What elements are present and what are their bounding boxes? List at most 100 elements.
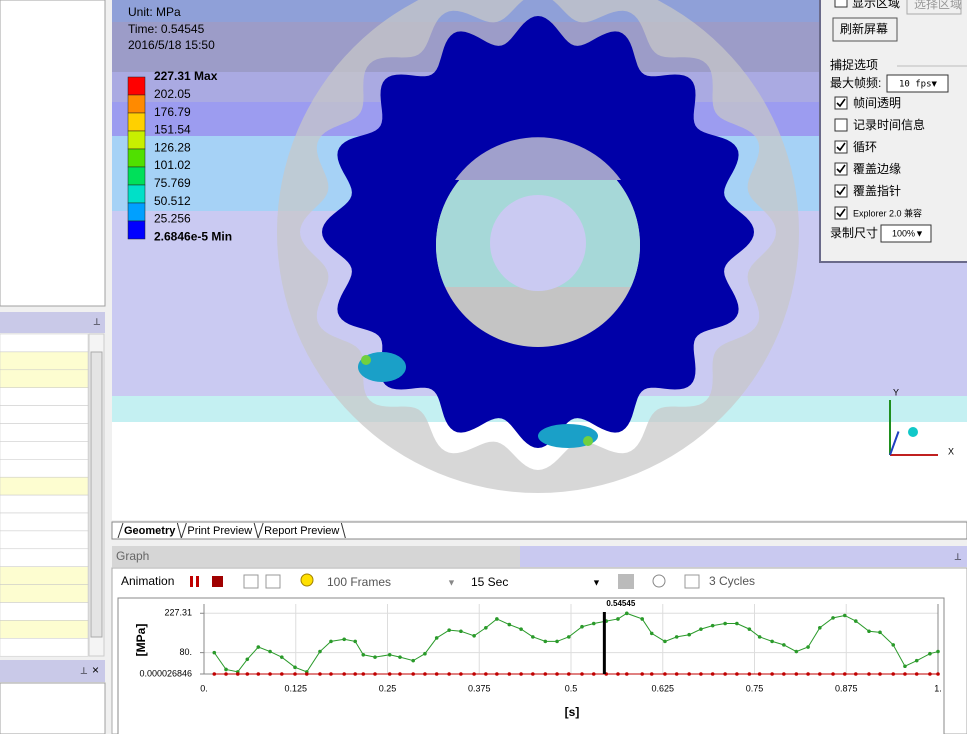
data-point — [342, 637, 346, 642]
option-label[interactable]: Explorer 2.0 兼容 — [853, 207, 922, 218]
data-point — [842, 672, 847, 676]
tab[interactable]: Geometry — [124, 525, 176, 537]
hub-top — [455, 137, 621, 180]
legend-label: 126.28 — [154, 140, 191, 154]
duration[interactable]: 15 Sec — [471, 575, 508, 589]
size-value[interactable]: 100%▼ — [892, 228, 924, 238]
data-point — [318, 672, 322, 676]
tab-bar — [111, 521, 967, 540]
data-point — [212, 650, 217, 655]
data-point — [235, 672, 240, 676]
pause[interactable] — [190, 576, 193, 587]
series-line — [213, 612, 939, 673]
data-point — [280, 655, 284, 659]
checkbox[interactable] — [834, 118, 848, 132]
dropdown-arrow[interactable]: ▼ — [592, 577, 601, 587]
icon[interactable] — [684, 574, 700, 589]
viewport: Y X Unit: MPa Time: 0.54545 2016/5/18 15… — [112, 0, 967, 520]
data-point — [903, 664, 907, 669]
data-point — [928, 651, 932, 656]
dropdown[interactable] — [886, 74, 949, 93]
icon[interactable] — [243, 574, 259, 589]
bulb[interactable] — [300, 573, 314, 587]
data-point — [580, 624, 584, 629]
legend-swatch — [127, 166, 146, 186]
show-area[interactable]: 显示区域 — [852, 0, 900, 10]
button[interactable] — [906, 0, 962, 15]
data-point — [867, 672, 871, 676]
data-point — [411, 658, 415, 663]
legend-label: 2.6846e-5 Min — [154, 229, 232, 243]
icon[interactable] — [618, 574, 634, 589]
pause[interactable] — [196, 576, 199, 587]
fps-value[interactable]: 10 fps▼ — [899, 80, 938, 90]
grid-row — [0, 441, 89, 460]
data-point — [674, 672, 679, 676]
y-tick-label: 0.000026846 — [139, 668, 192, 678]
stop[interactable] — [212, 576, 223, 587]
option-label[interactable]: 覆盖指针 — [853, 183, 901, 198]
data-point — [531, 672, 535, 676]
select-area[interactable]: 选择区域 — [914, 0, 962, 11]
legend-label: 176.79 — [154, 105, 191, 119]
x-axis-label: [s] — [565, 705, 580, 719]
pin-icon[interactable]: ⊥ — [954, 551, 962, 561]
button[interactable] — [832, 17, 898, 42]
data-point — [640, 672, 644, 676]
option-label[interactable]: 循环 — [853, 140, 877, 154]
data-point — [842, 613, 847, 618]
checkbox[interactable] — [834, 206, 848, 220]
pin-icon[interactable]: ⊥ — [93, 316, 101, 326]
grid-row — [0, 512, 89, 532]
option-label[interactable]: 覆盖边缘 — [853, 162, 901, 176]
grid-row — [0, 548, 89, 567]
chart: 227.31 80. 0.000026846 0. 0.125 0.25 0.375 0.5 0… — [134, 599, 942, 719]
checkbox[interactable] — [834, 162, 848, 176]
option-label[interactable]: 帧间透明 — [853, 96, 901, 110]
scroll-thumb[interactable] — [90, 351, 103, 638]
data-point — [318, 649, 322, 654]
grid-row — [0, 638, 89, 657]
cycles[interactable]: 3 Cycles — [709, 574, 755, 588]
data-point — [256, 645, 261, 649]
refresh[interactable]: 刷新屏幕 — [840, 21, 888, 36]
data-point — [580, 672, 584, 676]
checkbox[interactable] — [834, 140, 848, 154]
icon[interactable] — [652, 574, 666, 588]
icon[interactable] — [265, 574, 281, 589]
svg-text:X: X — [948, 446, 954, 456]
legend-label: 101.02 — [154, 158, 191, 172]
checkbox[interactable] — [834, 0, 848, 8]
data-point — [555, 639, 559, 644]
option-label[interactable]: 记录时间信息 — [853, 117, 925, 132]
fps-label: 最大帧频: — [830, 76, 881, 90]
data-point — [423, 672, 427, 676]
lower-panel — [0, 682, 106, 734]
frames[interactable]: 100 Frames — [327, 575, 391, 589]
time: Time: 0.54545 — [128, 22, 205, 36]
checkbox[interactable] — [834, 96, 848, 110]
dropdown[interactable] — [880, 224, 932, 243]
data-point — [387, 652, 392, 657]
toolbar: Animation 100 Frames ▼ 15 Sec ▼ 3 Cycles — [121, 573, 755, 589]
data-point — [663, 639, 667, 644]
unit: Unit: MPa — [128, 5, 181, 19]
data-point — [794, 672, 799, 676]
data-point — [472, 672, 476, 676]
checkbox[interactable] — [834, 184, 848, 198]
close-icon[interactable]: × — [92, 663, 99, 677]
data-point — [245, 657, 250, 662]
x-tick-label: 0.125 — [284, 683, 307, 693]
data-point — [710, 672, 715, 676]
data-point — [484, 672, 488, 676]
grid-rows — [0, 333, 89, 657]
data-point — [853, 672, 858, 676]
pin-icon[interactable]: ⊥ — [80, 665, 88, 675]
check-mark — [836, 164, 846, 174]
data-point — [853, 619, 858, 623]
tab[interactable]: Report Preview — [264, 525, 339, 537]
grid-row — [0, 584, 89, 603]
y-axis-label: [MPa] — [134, 624, 148, 657]
tab[interactable]: Print Preview — [187, 525, 252, 537]
dropdown-arrow[interactable]: ▼ — [447, 577, 456, 587]
